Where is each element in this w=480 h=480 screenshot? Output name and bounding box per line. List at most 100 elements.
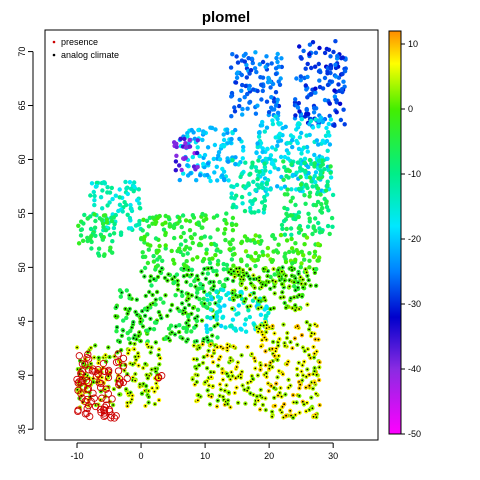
data-point — [270, 233, 275, 239]
data-point — [166, 272, 171, 277]
data-point — [305, 273, 310, 278]
data-point — [88, 193, 93, 198]
data-point — [310, 40, 316, 45]
data-point — [224, 383, 229, 388]
data-point — [220, 394, 226, 399]
data-point — [253, 50, 258, 55]
data-point — [251, 290, 257, 296]
data-point — [315, 199, 321, 205]
data-point — [110, 196, 115, 202]
data-point — [190, 305, 196, 311]
data-point — [179, 167, 184, 173]
data-point — [279, 222, 285, 228]
data-point — [309, 179, 314, 184]
data-point — [313, 50, 319, 55]
data-point — [124, 288, 129, 293]
data-point — [317, 84, 323, 90]
data-point — [298, 78, 303, 83]
data-point — [214, 164, 219, 169]
data-point — [208, 279, 213, 285]
data-point — [132, 184, 137, 189]
data-point — [166, 215, 171, 220]
data-point — [279, 269, 285, 274]
data-point — [294, 400, 299, 405]
data-point — [250, 298, 256, 303]
data-point — [308, 283, 313, 288]
data-point — [210, 384, 216, 389]
data-point — [235, 360, 241, 365]
data-point — [246, 385, 251, 391]
data-point — [221, 169, 227, 174]
data-point — [292, 336, 298, 341]
data-point — [161, 300, 166, 305]
data-point — [118, 347, 124, 353]
data-point — [204, 247, 209, 252]
data-point — [162, 275, 168, 281]
data-point — [185, 291, 191, 297]
data-point — [146, 400, 151, 405]
data-point — [220, 173, 225, 178]
data-point — [117, 187, 122, 192]
data-point — [248, 171, 253, 176]
data-point — [146, 224, 152, 229]
data-point — [202, 380, 208, 385]
data-point — [82, 212, 87, 218]
data-point — [272, 291, 277, 296]
data-point — [310, 231, 315, 237]
data-point — [233, 162, 238, 167]
data-point — [307, 175, 313, 180]
data-point — [258, 140, 264, 146]
data-point — [260, 185, 265, 191]
data-point — [228, 358, 233, 363]
data-point — [328, 117, 334, 122]
data-point — [277, 131, 283, 136]
data-point — [285, 187, 290, 192]
data-point — [269, 259, 275, 264]
data-point — [160, 258, 165, 263]
data-point — [110, 250, 115, 255]
data-point — [299, 261, 304, 266]
data-point — [133, 371, 138, 377]
data-point — [281, 159, 286, 164]
data-point — [285, 330, 290, 336]
data-point — [309, 395, 314, 400]
data-point — [229, 94, 234, 99]
data-point — [117, 202, 123, 207]
x-tick-label: 10 — [200, 451, 210, 461]
data-point — [229, 257, 235, 262]
data-point — [218, 354, 223, 359]
presence-point — [78, 360, 87, 368]
data-point — [247, 191, 252, 197]
data-point — [275, 110, 281, 116]
data-point — [128, 186, 134, 191]
presence-point — [119, 362, 128, 370]
data-point — [100, 206, 105, 211]
data-point — [230, 290, 235, 296]
data-point — [230, 205, 235, 210]
data-point — [299, 130, 304, 136]
data-point — [253, 111, 259, 116]
data-point — [322, 75, 328, 81]
data-point — [204, 251, 209, 256]
data-point — [195, 150, 200, 156]
data-point — [295, 105, 301, 110]
data-point — [127, 306, 132, 312]
data-point — [284, 238, 290, 243]
data-point — [288, 408, 293, 413]
data-point — [302, 257, 307, 262]
data-point — [85, 350, 91, 355]
data-point — [260, 171, 266, 177]
data-point — [138, 316, 143, 321]
data-point — [195, 373, 200, 378]
data-point — [268, 286, 273, 291]
data-point — [109, 185, 115, 191]
data-point — [282, 232, 288, 237]
data-point — [259, 182, 264, 187]
data-point — [243, 329, 249, 334]
data-point — [218, 387, 224, 392]
data-point — [205, 297, 210, 303]
presence-point — [83, 353, 91, 362]
data-point — [189, 236, 194, 241]
data-point — [183, 155, 188, 161]
presence-point — [75, 352, 83, 360]
